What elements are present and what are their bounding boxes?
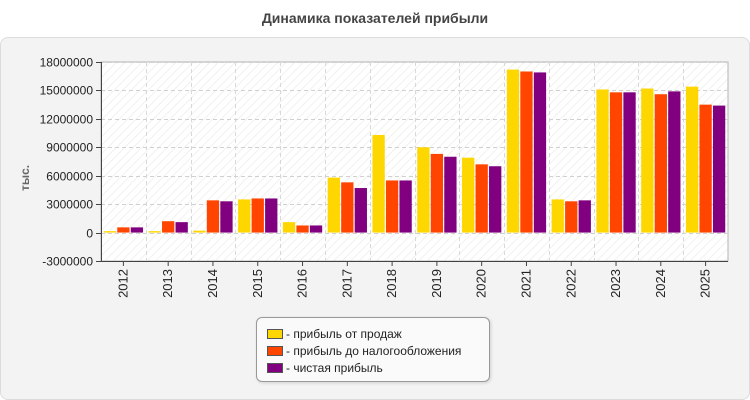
- x-tick-label-2022: 2022: [563, 269, 578, 298]
- bar-net-profit-2014: [220, 201, 233, 233]
- legend-swatch-pretax-profit: [267, 346, 283, 356]
- chart-title: Динамика показателей прибыли: [261, 10, 489, 26]
- y-tick-label: 0: [86, 227, 93, 241]
- y-tick-label: 15000000: [40, 84, 94, 98]
- bar-pretax-profit-2018: [385, 180, 399, 233]
- bar-sales-profit-2020: [462, 157, 475, 233]
- legend: - прибыль от продаж - прибыль до налогоо…: [256, 317, 490, 382]
- x-tick-label-2023: 2023: [608, 269, 623, 298]
- x-tick-label-2024: 2024: [653, 269, 668, 298]
- bar-pretax-profit-2012: [117, 227, 130, 233]
- x-tick-label-2017: 2017: [339, 269, 354, 298]
- bar-pretax-profit-2016: [296, 225, 309, 233]
- legend-item-net-profit: - чистая прибыль: [267, 360, 383, 376]
- bar-pretax-profit-2025: [699, 104, 712, 233]
- bar-pretax-profit-2022: [565, 201, 578, 233]
- bar-net-profit-2019: [444, 156, 457, 233]
- x-tick-label-2016: 2016: [295, 269, 310, 298]
- y-tick-label: -3000000: [42, 255, 93, 269]
- bar-sales-profit-2016: [282, 222, 296, 233]
- x-tick-label-2021: 2021: [518, 269, 533, 298]
- x-tick-label-2013: 2013: [160, 269, 175, 298]
- bar-pretax-profit-2020: [475, 164, 488, 233]
- y-tick-label: 3000000: [46, 198, 93, 212]
- bar-sales-profit-2014: [193, 230, 206, 233]
- x-tick-label-2019: 2019: [429, 269, 444, 298]
- bar-net-profit-2017: [354, 188, 367, 233]
- bar-pretax-profit-2014: [206, 200, 220, 233]
- legend-item-pretax-profit: - прибыль до налогообложения: [267, 343, 461, 359]
- legend-label-sales-profit: - прибыль от продаж: [286, 327, 402, 341]
- x-tick-label-2020: 2020: [474, 269, 489, 298]
- bar-net-profit-2023: [623, 92, 636, 233]
- y-axis-label: тыс.: [18, 164, 32, 192]
- bar-pretax-profit-2024: [654, 94, 667, 233]
- bar-pretax-profit-2013: [162, 221, 175, 233]
- y-tick-label: 18000000: [40, 56, 94, 70]
- bar-pretax-profit-2015: [251, 198, 264, 233]
- bar-net-profit-2015: [265, 198, 278, 233]
- bar-net-profit-2020: [489, 166, 502, 233]
- bar-sales-profit-2015: [238, 199, 251, 233]
- legend-label-net-profit: - чистая прибыль: [286, 361, 383, 375]
- bar-net-profit-2013: [175, 222, 188, 233]
- legend-item-sales-profit: - прибыль от продаж: [267, 326, 402, 342]
- legend-label-pretax-profit: - прибыль до налогообложения: [286, 344, 462, 358]
- y-tick-label: 9000000: [46, 141, 93, 155]
- bar-sales-profit-2021: [506, 69, 520, 233]
- bar-net-profit-2025: [712, 105, 726, 233]
- bar-sales-profit-2012: [103, 231, 117, 233]
- bar-pretax-profit-2017: [341, 182, 354, 233]
- bar-net-profit-2022: [578, 200, 591, 233]
- bar-sales-profit-2013: [148, 231, 161, 233]
- x-tick-label-2012: 2012: [115, 269, 130, 298]
- bar-net-profit-2016: [309, 225, 323, 233]
- bar-sales-profit-2017: [327, 177, 340, 233]
- bar-net-profit-2012: [130, 227, 144, 233]
- bar-sales-profit-2025: [685, 86, 699, 233]
- y-tick-label: 6000000: [46, 170, 93, 184]
- bar-sales-profit-2024: [641, 88, 654, 233]
- bar-net-profit-2021: [533, 72, 547, 233]
- x-tick-label-2014: 2014: [205, 269, 220, 298]
- bar-pretax-profit-2021: [520, 71, 533, 233]
- bar-net-profit-2018: [399, 180, 412, 233]
- bar-sales-profit-2023: [596, 89, 609, 233]
- bar-sales-profit-2022: [551, 199, 564, 233]
- legend-swatch-net-profit: [267, 363, 283, 373]
- bar-pretax-profit-2019: [430, 153, 444, 233]
- bar-sales-profit-2018: [372, 134, 385, 233]
- legend-swatch-sales-profit: [267, 329, 283, 339]
- bar-sales-profit-2019: [417, 147, 430, 233]
- x-tick-label-2025: 2025: [698, 269, 713, 298]
- x-tick-label-2018: 2018: [384, 269, 399, 298]
- x-tick-label-2015: 2015: [250, 269, 265, 298]
- y-tick-label: 12000000: [40, 113, 94, 127]
- bar-net-profit-2024: [668, 91, 681, 233]
- bar-pretax-profit-2023: [609, 92, 623, 233]
